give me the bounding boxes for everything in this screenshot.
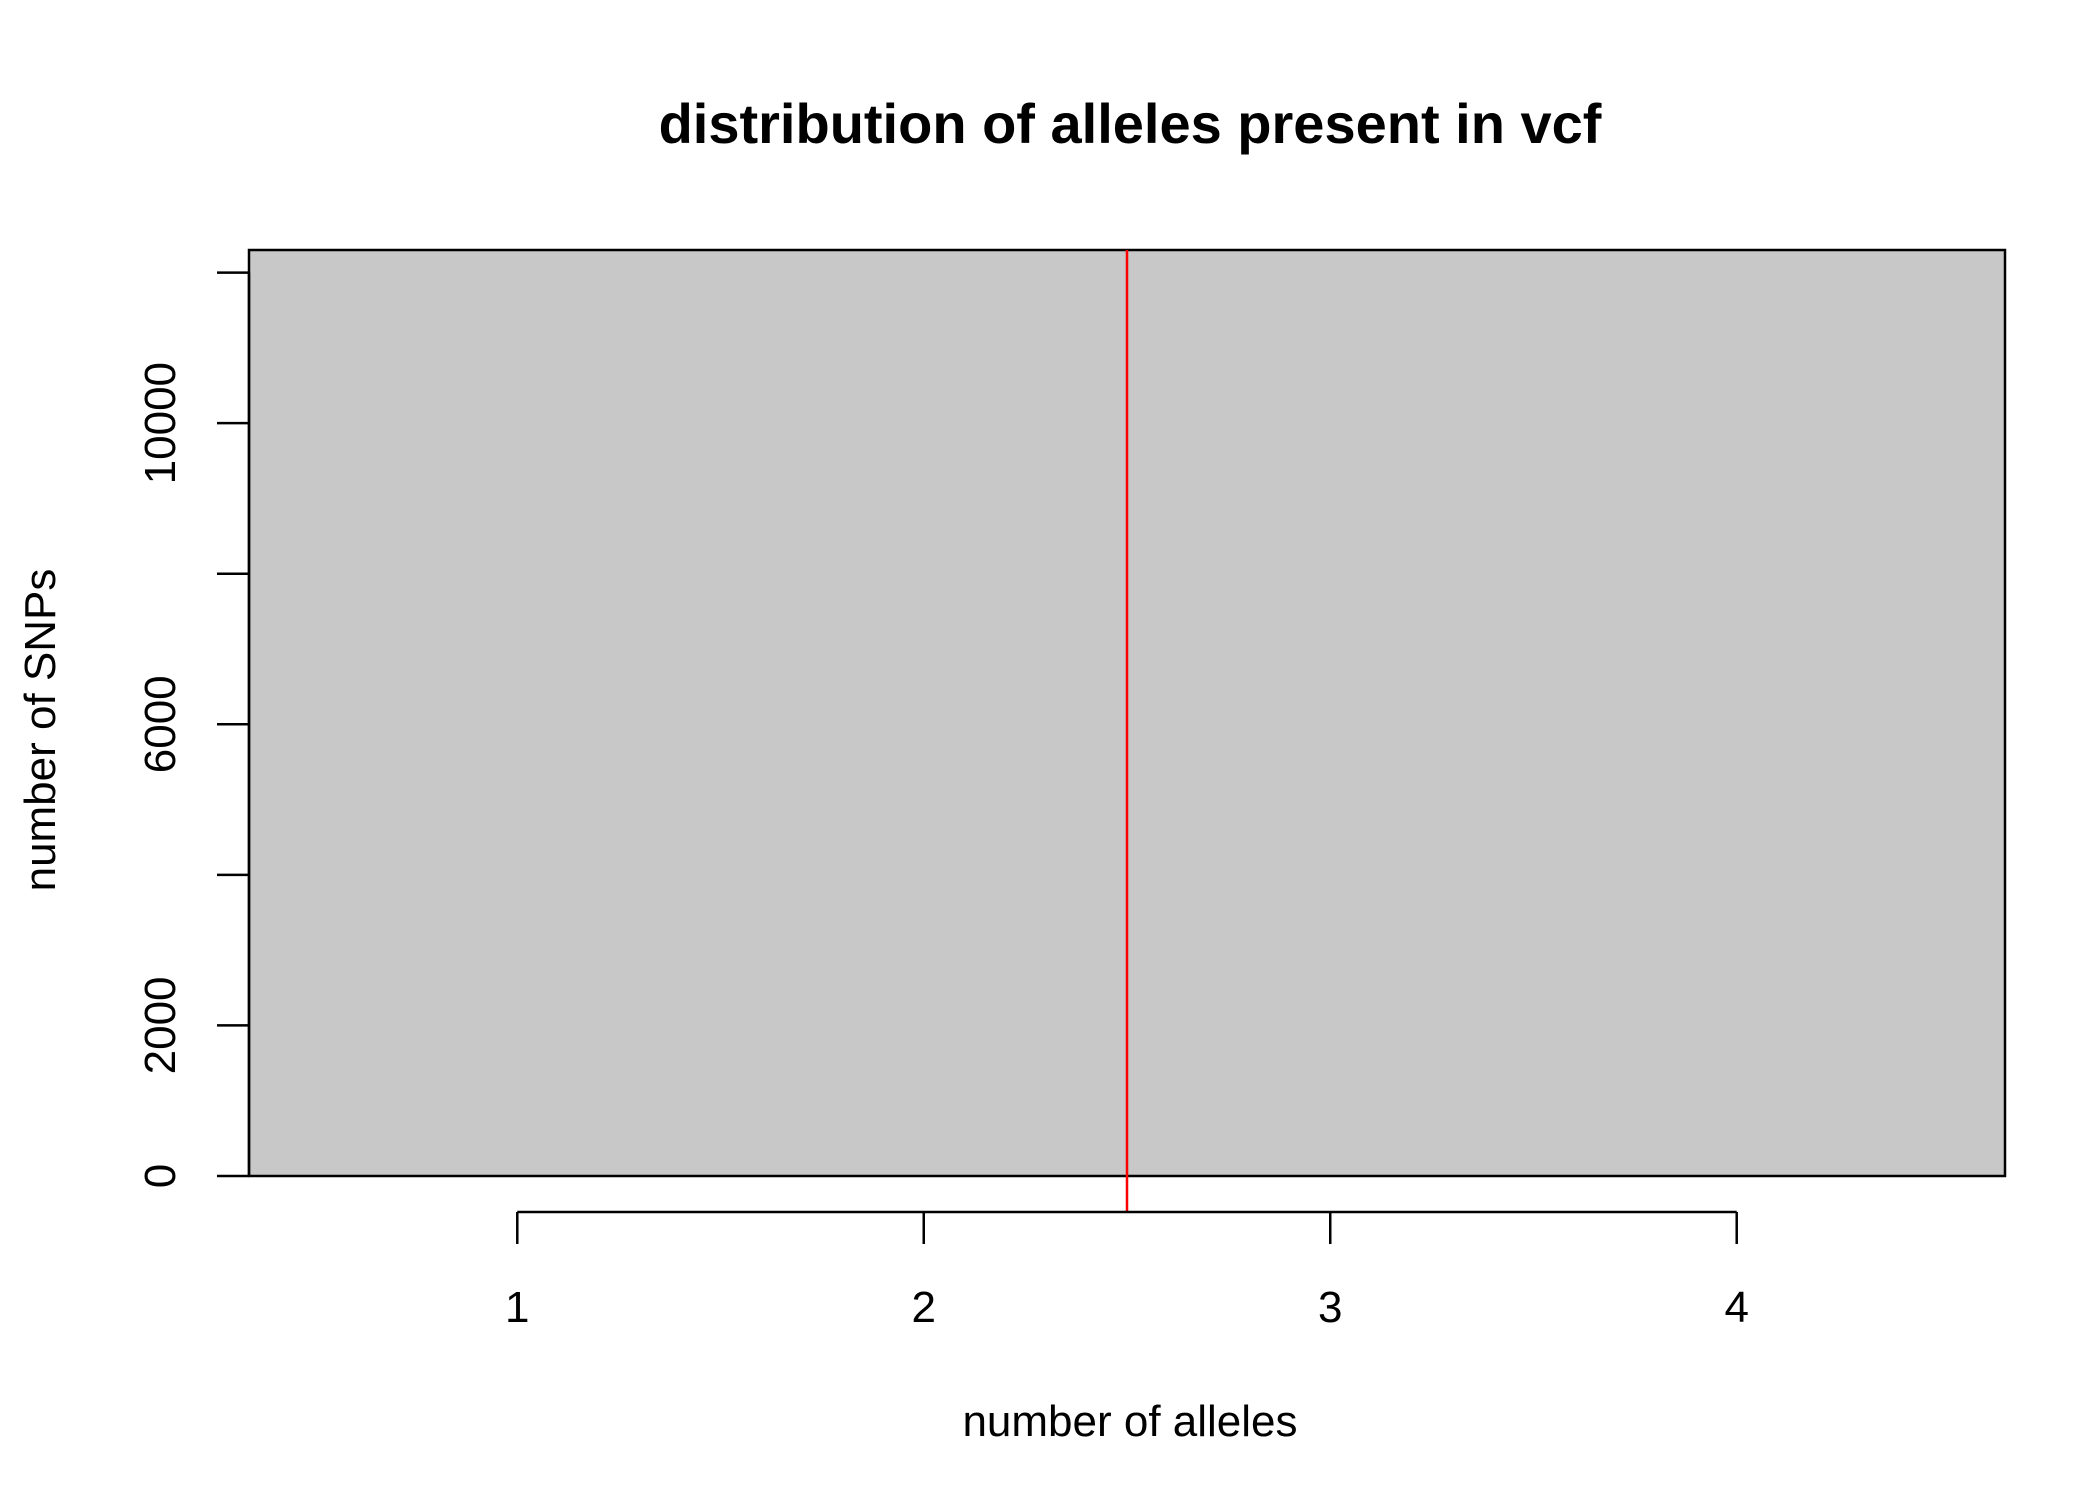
y-axis: 0 2000 6000 10000 xyxy=(136,271,251,1188)
x-tick-label: 4 xyxy=(1724,1283,1748,1332)
x-tick-label: 1 xyxy=(505,1283,529,1332)
y-tick-label: 2000 xyxy=(136,976,185,1074)
plot-area xyxy=(247,248,2007,1212)
y-tick-label: 6000 xyxy=(136,675,185,773)
y-axis-title: number of SNPs xyxy=(16,569,65,892)
x-axis: 1 2 3 4 xyxy=(505,1210,1749,1332)
x-tick-label: 3 xyxy=(1318,1283,1342,1332)
y-tick-label: 0 xyxy=(136,1164,185,1188)
chart-title: distribution of alleles present in vcf xyxy=(659,92,1602,155)
y-tick-label: 10000 xyxy=(136,362,185,484)
x-tick-label: 2 xyxy=(912,1283,936,1332)
x-axis-title: number of alleles xyxy=(962,1397,1297,1446)
